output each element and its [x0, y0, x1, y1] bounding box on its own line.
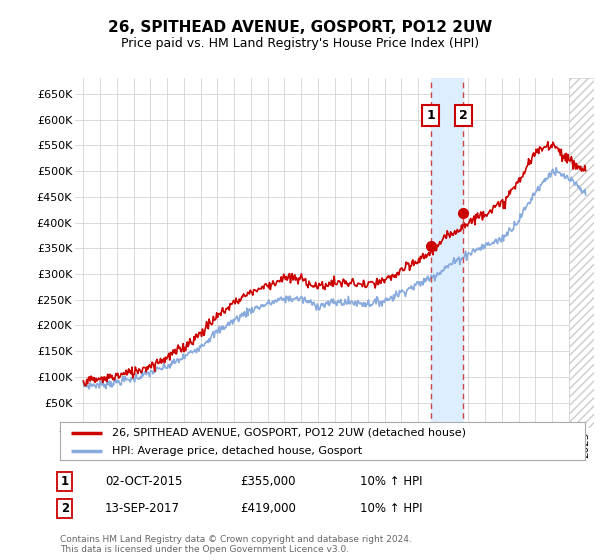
Text: Contains HM Land Registry data © Crown copyright and database right 2024.
This d: Contains HM Land Registry data © Crown c…	[60, 535, 412, 554]
Text: Price paid vs. HM Land Registry's House Price Index (HPI): Price paid vs. HM Land Registry's House …	[121, 37, 479, 50]
Text: £419,000: £419,000	[240, 502, 296, 515]
Text: £355,000: £355,000	[240, 475, 296, 488]
Text: 26, SPITHEAD AVENUE, GOSPORT, PO12 2UW (detached house): 26, SPITHEAD AVENUE, GOSPORT, PO12 2UW (…	[113, 427, 467, 437]
Text: 1: 1	[427, 109, 435, 122]
Text: HPI: Average price, detached house, Gosport: HPI: Average price, detached house, Gosp…	[113, 446, 363, 456]
Text: 10% ↑ HPI: 10% ↑ HPI	[360, 475, 422, 488]
Text: 2: 2	[459, 109, 468, 122]
Text: 13-SEP-2017: 13-SEP-2017	[105, 502, 180, 515]
Text: 02-OCT-2015: 02-OCT-2015	[105, 475, 182, 488]
Text: 1: 1	[61, 475, 69, 488]
Text: 26, SPITHEAD AVENUE, GOSPORT, PO12 2UW: 26, SPITHEAD AVENUE, GOSPORT, PO12 2UW	[108, 21, 492, 35]
Bar	[431, 78, 463, 428]
Text: 10% ↑ HPI: 10% ↑ HPI	[360, 502, 422, 515]
Text: 2: 2	[61, 502, 69, 515]
Bar	[569, 78, 594, 428]
